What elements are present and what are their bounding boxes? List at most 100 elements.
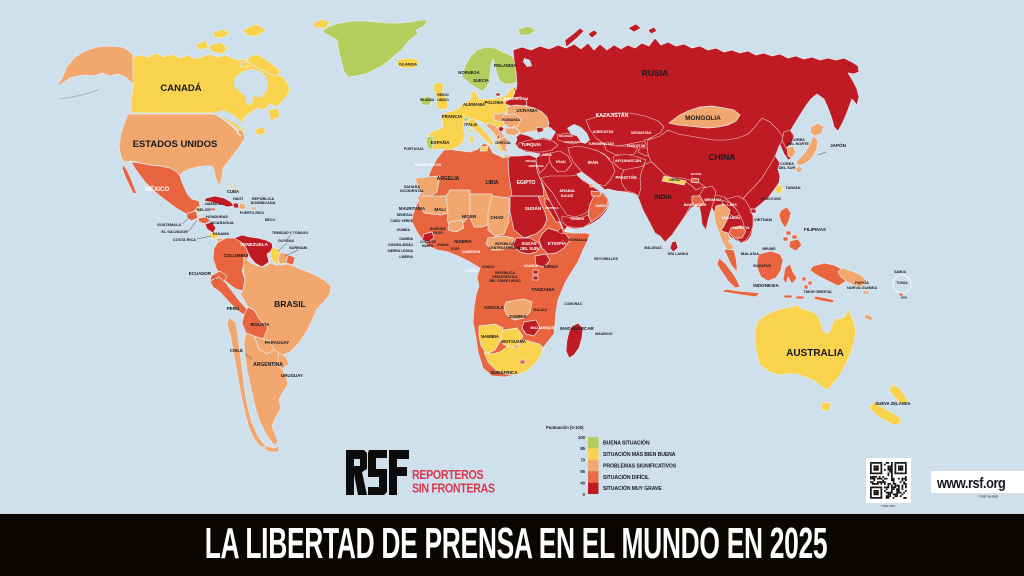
svg-text:POLONIA: POLONIA xyxy=(484,100,503,105)
svg-text:COREA: COREA xyxy=(780,162,794,166)
svg-text:© RSF 2025: © RSF 2025 xyxy=(881,504,896,508)
svg-text:REINO: REINO xyxy=(437,93,449,97)
svg-text:BRUNÉI: BRUNÉI xyxy=(763,246,776,251)
svg-text:BURKINA: BURKINA xyxy=(430,227,446,231)
svg-text:TAIWÁN: TAIWÁN xyxy=(786,185,801,190)
svg-text:CONGO: CONGO xyxy=(482,265,495,269)
svg-text:REPÚBLICA: REPÚBLICA xyxy=(495,241,515,246)
svg-text:ALEMANIA: ALEMANIA xyxy=(463,102,485,107)
svg-text:KAZAJISTÁN: KAZAJISTÁN xyxy=(596,112,629,119)
svg-text:GHANA: GHANA xyxy=(437,243,449,247)
svg-text:SAMOA: SAMOA xyxy=(894,270,907,274)
svg-text:MONGOLIA: MONGOLIA xyxy=(685,115,721,122)
svg-text:YEMEN: YEMEN xyxy=(570,216,584,221)
svg-text:BUENA SITUACIÓN: BUENA SITUACIÓN xyxy=(603,438,650,446)
svg-text:40: 40 xyxy=(580,480,585,485)
svg-text:CENTROAFRICANA: CENTROAFRICANA xyxy=(489,246,522,250)
svg-text:NEPAL: NEPAL xyxy=(669,178,680,182)
svg-text:GUYANA: GUYANA xyxy=(278,239,294,243)
svg-text:JAMAICA: JAMAICA xyxy=(204,202,222,206)
svg-text:SRI LANKA: SRI LANKA xyxy=(668,252,689,256)
svg-text:HAITÍ: HAITÍ xyxy=(233,196,244,201)
svg-text:MARFIL: MARFIL xyxy=(422,244,434,248)
svg-text:MALDIVAS: MALDIVAS xyxy=(644,246,662,250)
svg-text:GUATEMALA: GUATEMALA xyxy=(157,223,181,227)
svg-text:BIELORRUSIA: BIELORRUSIA xyxy=(504,97,529,101)
svg-text:BIRMANIA: BIRMANIA xyxy=(705,198,723,202)
svg-text:MAURICIO: MAURICIO xyxy=(595,332,613,336)
svg-text:SOMALIA: SOMALIA xyxy=(569,237,588,242)
svg-text:NUEVA GUINEA: NUEVA GUINEA xyxy=(847,285,877,290)
svg-text:SENEGAL: SENEGAL xyxy=(397,213,413,217)
svg-text:TIMOR ORIENTAL: TIMOR ORIENTAL xyxy=(804,290,833,294)
svg-text:PUERTO RICO: PUERTO RICO xyxy=(240,211,265,215)
svg-text:BECO: BECO xyxy=(265,218,275,222)
svg-text:MÉXICO: MÉXICO xyxy=(145,185,170,193)
svg-text:BRASIL: BRASIL xyxy=(274,299,306,309)
svg-text:UGANDA: UGANDA xyxy=(524,264,539,268)
svg-text:EGIPTO: EGIPTO xyxy=(517,180,536,186)
svg-text:MADAGASCAR: MADAGASCAR xyxy=(560,326,594,331)
svg-text:JORDANIA: JORDANIA xyxy=(528,164,545,168)
svg-text:RUSIA: RUSIA xyxy=(642,68,668,78)
svg-text:CHAD: CHAD xyxy=(490,215,504,220)
svg-text:SAHARA: SAHARA xyxy=(404,185,421,189)
svg-text:0: 0 xyxy=(583,492,586,497)
svg-text:OCCIDENTAL: OCCIDENTAL xyxy=(400,189,425,193)
svg-text:SITUACIÓN MÁS BIEN BUENA: SITUACIÓN MÁS BIEN BUENA xyxy=(603,450,676,458)
svg-text:MALI: MALI xyxy=(434,207,445,212)
svg-text:KIRGUISTÁN: KIRGUISTÁN xyxy=(631,130,652,135)
svg-text:PAKISTÁN: PAKISTÁN xyxy=(615,175,636,180)
svg-text:CHINA: CHINA xyxy=(709,152,736,162)
svg-text:CUBA: CUBA xyxy=(227,189,239,194)
svg-text:SIERRA LEONA: SIERRA LEONA xyxy=(388,249,414,253)
svg-text:DEL SUR: DEL SUR xyxy=(520,246,538,251)
svg-text:100: 100 xyxy=(578,435,586,440)
svg-text:MALAUI: MALAUI xyxy=(533,308,546,312)
svg-text:GAMBIA: GAMBIA xyxy=(399,237,413,241)
svg-text:© RSF 05-2025: © RSF 05-2025 xyxy=(979,495,999,499)
svg-text:BELICE: BELICE xyxy=(197,208,211,212)
svg-text:GUINEA: GUINEA xyxy=(397,228,411,232)
svg-text:COMORAS: COMORAS xyxy=(564,302,582,306)
svg-text:IRAK: IRAK xyxy=(556,159,566,164)
svg-text:ESPAÑA: ESPAÑA xyxy=(431,139,450,145)
svg-text:GUINEA-BISÁU: GUINEA-BISÁU xyxy=(388,242,413,247)
svg-text:DEL CONGO (RDC): DEL CONGO (RDC) xyxy=(489,279,520,283)
svg-text:HONDURAS: HONDURAS xyxy=(206,215,228,219)
svg-text:SUDÁN: SUDÁN xyxy=(525,205,542,211)
svg-text:SURINAM: SURINAM xyxy=(289,246,307,250)
svg-text:INDONESIA: INDONESIA xyxy=(753,283,779,288)
svg-text:55: 55 xyxy=(580,469,585,474)
svg-text:ARGENTINA: ARGENTINA xyxy=(253,362,283,368)
svg-text:TOGO: TOGO xyxy=(450,247,460,251)
svg-text:MALASIA: MALASIA xyxy=(741,251,759,256)
svg-text:Puntuación (0-100): Puntuación (0-100) xyxy=(546,425,584,430)
svg-text:SITUACIÓN MUY GRAVE: SITUACIÓN MUY GRAVE xyxy=(603,484,662,492)
svg-text:PERÚ: PERÚ xyxy=(227,305,240,311)
svg-text:PAPÚA: PAPÚA xyxy=(855,280,869,285)
svg-text:AZERBAIYÁN: AZERBAIYÁN xyxy=(564,139,584,144)
svg-text:CABO VERDE: CABO VERDE xyxy=(390,219,413,223)
svg-text:LA LIBERTAD DE PRENSA EN EL MU: LA LIBERTAD DE PRENSA EN EL MUNDO EN 202… xyxy=(205,518,828,568)
svg-text:PORTUGAL: PORTUGAL xyxy=(404,147,425,151)
svg-text:KENIA: KENIA xyxy=(544,264,559,269)
svg-text:SINGAPUR: SINGAPUR xyxy=(753,264,771,268)
svg-text:MARRUECOS: MARRUECOS xyxy=(415,162,442,167)
svg-text:ECUADOR: ECUADOR xyxy=(189,271,212,276)
svg-text:ARABIA: ARABIA xyxy=(559,188,575,193)
svg-text:URUGUAY: URUGUAY xyxy=(281,373,303,378)
svg-text:BANGLADESH: BANGLADESH xyxy=(684,203,707,207)
svg-text:SUDÁFRICA: SUDÁFRICA xyxy=(490,369,518,375)
svg-text:UZBEKISTÁN: UZBEKISTÁN xyxy=(593,129,614,134)
svg-text:GEORGIA: GEORGIA xyxy=(559,134,574,138)
svg-text:ANGOLA: ANGOLA xyxy=(484,305,505,310)
svg-text:BOTSUANA: BOTSUANA xyxy=(502,339,526,344)
svg-text:UCRANIA: UCRANIA xyxy=(516,108,538,113)
svg-text:YIBUTI: YIBUTI xyxy=(562,229,572,233)
svg-text:70: 70 xyxy=(580,458,585,463)
svg-text:GABÓN: GABÓN xyxy=(465,268,479,273)
svg-text:ERITREA: ERITREA xyxy=(545,206,559,210)
svg-text:TANZANIA: TANZANIA xyxy=(531,287,555,292)
svg-text:LIBERIA: LIBERIA xyxy=(399,255,413,259)
